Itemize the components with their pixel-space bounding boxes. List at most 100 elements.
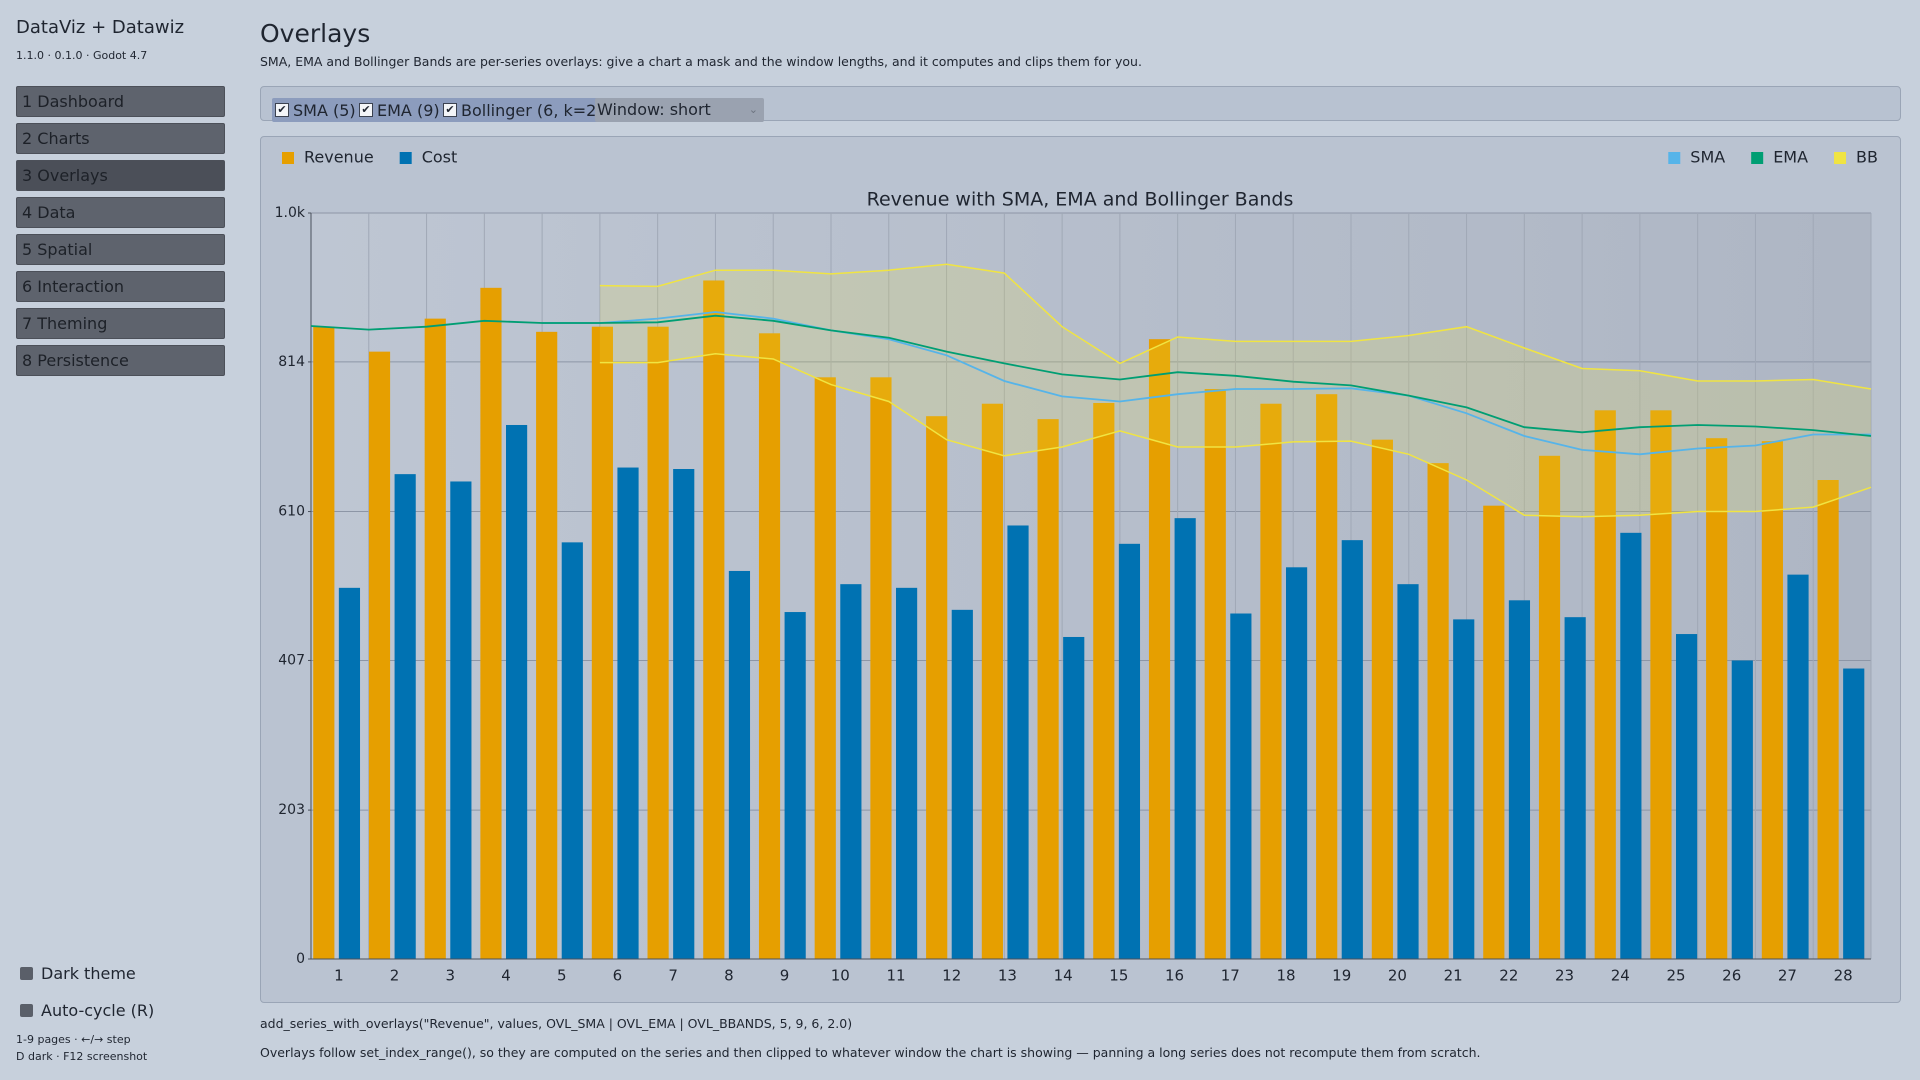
x-tick-label: 21 [1444, 967, 1463, 985]
dropdown-label: Window: short [597, 100, 711, 119]
bar [1706, 438, 1728, 959]
bar [1037, 419, 1059, 959]
bar [1594, 410, 1616, 959]
nav-button[interactable]: 5 Spatial [16, 234, 225, 265]
bar [728, 570, 751, 959]
x-tick-label: 18 [1276, 967, 1295, 985]
overlay-line [542, 311, 1871, 456]
x-tick-label: 19 [1332, 967, 1351, 985]
x-tick-label: 14 [1054, 967, 1073, 985]
bar [480, 287, 502, 959]
x-tick-label: 3 [446, 967, 456, 985]
band-upper [599, 263, 1872, 390]
bar [394, 474, 416, 959]
bar [981, 403, 1003, 960]
x-tick-label: 12 [942, 967, 961, 985]
footer-note: Overlays follow set_index_range(), so th… [260, 1045, 1481, 1060]
chart: Revenue with SMA, EMA and Bollinger Band… [275, 148, 1878, 985]
bar [896, 587, 918, 959]
bar [424, 318, 446, 959]
x-tick-label: 22 [1499, 967, 1518, 985]
nav-button[interactable]: 7 Theming [16, 308, 225, 339]
x-tick-label: 8 [724, 967, 734, 985]
bar [450, 481, 472, 959]
overlay-toggle[interactable]: ✔ Bollinger (6, k=2) [440, 98, 606, 122]
page-title: Overlays [260, 19, 371, 48]
window-dropdown[interactable]: Window: short ⌄ [595, 98, 764, 122]
nav-button[interactable]: 2 Charts [16, 123, 225, 154]
legend-label: BB [1856, 148, 1878, 167]
bar [1148, 339, 1171, 959]
x-tick-label: 1 [334, 967, 344, 985]
y-tick-label: 407 [278, 652, 305, 668]
band-lower [599, 353, 1872, 518]
toggle-label: SMA (5) [293, 100, 356, 120]
overlay-toggle[interactable]: ✔ EMA (9) [356, 98, 443, 122]
x-tick-label: 23 [1555, 967, 1574, 985]
option-checkbox[interactable]: Auto-cycle (R) [20, 1001, 154, 1020]
legend-label: EMA [1773, 148, 1808, 167]
y-tick-label: 1.0k [275, 205, 306, 221]
footer-code: add_series_with_overlays("Revenue", valu… [260, 1016, 853, 1031]
bar [1843, 668, 1865, 959]
y-tick-label: 203 [278, 802, 305, 818]
band-fill [599, 264, 1871, 517]
bar [1564, 617, 1586, 959]
x-tick-label: 16 [1165, 967, 1184, 985]
x-tick-label: 11 [886, 967, 905, 985]
bar [506, 424, 528, 959]
x-tick-label: 20 [1388, 967, 1407, 985]
toggle-check: ✔ [359, 103, 373, 117]
toggle-check: ✔ [275, 103, 289, 117]
nav-button[interactable]: 8 Persistence [16, 345, 225, 376]
bar [536, 331, 558, 959]
bar [617, 467, 639, 959]
x-tick-label: 4 [501, 967, 511, 985]
bar [1093, 402, 1115, 959]
nav-button[interactable]: 4 Data [16, 197, 225, 228]
bar [1650, 410, 1672, 959]
bar [338, 587, 361, 959]
checkbox [20, 967, 33, 980]
app-version: 1.1.0 · 0.1.0 · Godot 4.7 [16, 49, 148, 62]
overlay-line [310, 314, 1872, 437]
nav-button[interactable]: 1 Dashboard [16, 86, 225, 117]
x-tick-label: 15 [1109, 967, 1128, 985]
bar [1427, 463, 1449, 959]
bar [1761, 441, 1783, 960]
y-tick-label: 0 [296, 951, 305, 967]
bar [1260, 403, 1282, 960]
legend-label: Cost [422, 148, 458, 167]
chart-title: Revenue with SMA, EMA and Bollinger Band… [867, 189, 1294, 211]
x-tick-label: 6 [613, 967, 623, 985]
bar [926, 416, 948, 959]
help-line: 1-9 pages · ←/→ step [16, 1033, 131, 1046]
y-tick-label: 610 [278, 504, 305, 520]
bar [784, 612, 806, 959]
bar [1787, 574, 1809, 959]
toggle-check: ✔ [443, 103, 457, 117]
x-tick-label: 24 [1611, 967, 1630, 985]
bar [1397, 584, 1419, 959]
x-tick-label: 13 [998, 967, 1017, 985]
y-tick-label: 814 [278, 354, 305, 370]
page-subtitle: SMA, EMA and Bollinger Bands are per-ser… [260, 54, 1142, 69]
bar [1118, 543, 1141, 959]
bar [647, 326, 669, 959]
bar [1007, 525, 1029, 959]
toggle-label: EMA (9) [377, 100, 440, 120]
overlay-toggle[interactable]: ✔ SMA (5) [272, 98, 359, 122]
bar [951, 609, 973, 959]
bar [870, 377, 892, 959]
bar [1174, 518, 1196, 959]
bar [1204, 389, 1226, 959]
bar [840, 584, 862, 959]
bar [1230, 613, 1252, 959]
x-tick-label: 26 [1722, 967, 1741, 985]
toggle-label: Bollinger (6, k=2) [461, 100, 603, 120]
option-checkbox[interactable]: Dark theme [20, 964, 136, 983]
nav-button[interactable]: 3 Overlays [16, 160, 225, 191]
nav-button[interactable]: 6 Interaction [16, 271, 225, 302]
bar [1620, 532, 1642, 959]
